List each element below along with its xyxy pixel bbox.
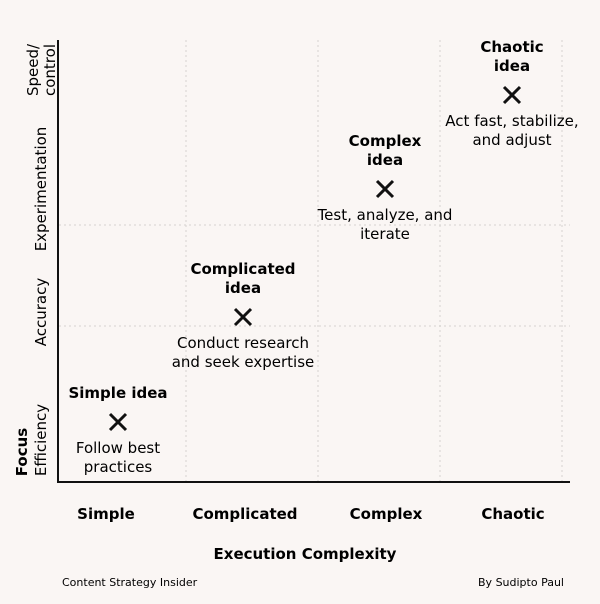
footer-right: By Sudipto Paul xyxy=(478,576,564,589)
point-note-chaotic: Act fast, stabilize, and adjust xyxy=(445,112,578,149)
x-marker-simple xyxy=(108,412,128,432)
point-label-simple: Simple idea xyxy=(68,384,167,402)
point-complex: Complex idea Test, analyze, and iterate xyxy=(317,132,453,243)
y-tick-label-speed-control: Speed/control xyxy=(24,43,59,96)
axes xyxy=(57,40,570,483)
point-simple: Simple idea Follow best practices xyxy=(68,384,167,476)
point-label-complex: Complex idea xyxy=(349,132,422,169)
x-marker-complicated xyxy=(233,307,253,327)
y-tick-labels: Efficiency Accuracy Experimentation Speed/c… xyxy=(24,43,59,476)
x-tick-label-simple: Simple xyxy=(77,505,135,523)
point-chaotic: Chaotic idea Act fast, stabilize, and adjus… xyxy=(445,38,578,149)
data-points: Simple idea Follow best practices Complicat… xyxy=(68,38,578,476)
x-axis-title: Execution Complexity xyxy=(214,545,397,563)
y-tick-label-accuracy: Accuracy xyxy=(32,278,50,347)
point-note-simple: Follow best practices xyxy=(76,439,160,476)
point-note-complicated: Conduct research and seek expertise xyxy=(172,334,315,371)
point-label-chaotic: Chaotic idea xyxy=(480,38,543,75)
y-axis-title: Focus xyxy=(13,428,31,477)
y-tick-label-experimentation: Experimentation xyxy=(32,127,50,252)
y-tick-label-efficiency: Efficiency xyxy=(32,404,50,476)
point-complicated: Complicated idea Conduct research and seek … xyxy=(172,260,315,371)
x-tick-label-chaotic: Chaotic xyxy=(481,505,544,523)
x-marker-complex xyxy=(375,179,395,199)
point-note-complex: Test, analyze, and iterate xyxy=(317,206,453,243)
point-label-complicated: Complicated idea xyxy=(190,260,295,297)
footer-left: Content Strategy Insider xyxy=(62,576,198,589)
x-marker-chaotic xyxy=(502,85,522,105)
x-tick-labels: Simple Complicated Complex Chaotic xyxy=(77,505,544,523)
grid-lines xyxy=(59,40,570,481)
x-tick-label-complicated: Complicated xyxy=(192,505,297,523)
x-tick-label-complex: Complex xyxy=(350,505,423,523)
